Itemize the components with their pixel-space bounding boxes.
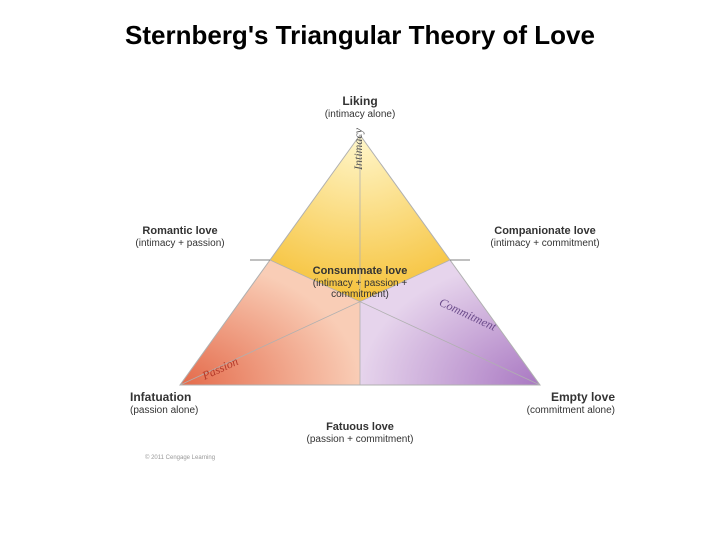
vertex-bl-title: Infatuation: [130, 391, 270, 405]
vertex-br-label: Empty love (commitment alone): [455, 391, 615, 416]
mid-left-title: Romantic love: [115, 225, 245, 238]
mid-right-label: Companionate love (intimacy + commitment…: [475, 225, 615, 249]
triangle-diagram: Liking (intimacy alone) Infatuation (pas…: [145, 95, 575, 475]
mid-right-title: Companionate love: [475, 225, 615, 238]
vertex-top-subtitle: (intimacy alone): [295, 109, 425, 121]
page-title: Sternberg's Triangular Theory of Love: [0, 20, 720, 51]
mid-bottom-title: Fatuous love: [275, 421, 445, 434]
mid-right-subtitle: (intimacy + commitment): [475, 238, 615, 250]
vertex-br-title: Empty love: [455, 391, 615, 405]
credit-text: © 2011 Cengage Learning: [145, 455, 215, 461]
mid-bottom-label: Fatuous love (passion + commitment): [275, 421, 445, 445]
vertex-top-label: Liking (intimacy alone): [295, 95, 425, 120]
side-intimacy-label: Intimacy: [351, 128, 366, 170]
mid-bottom-subtitle: (passion + commitment): [275, 434, 445, 446]
vertex-bl-label: Infatuation (passion alone): [130, 391, 270, 416]
center-title: Consummate love: [300, 265, 420, 278]
center-subtitle: (intimacy + passion + commitment): [300, 278, 420, 301]
mid-left-label: Romantic love (intimacy + passion): [115, 225, 245, 249]
vertex-top-title: Liking: [295, 95, 425, 109]
vertex-bl-subtitle: (passion alone): [130, 405, 270, 417]
center-label: Consummate love (intimacy + passion + co…: [300, 265, 420, 301]
vertex-br-subtitle: (commitment alone): [455, 405, 615, 417]
mid-left-subtitle: (intimacy + passion): [115, 238, 245, 250]
